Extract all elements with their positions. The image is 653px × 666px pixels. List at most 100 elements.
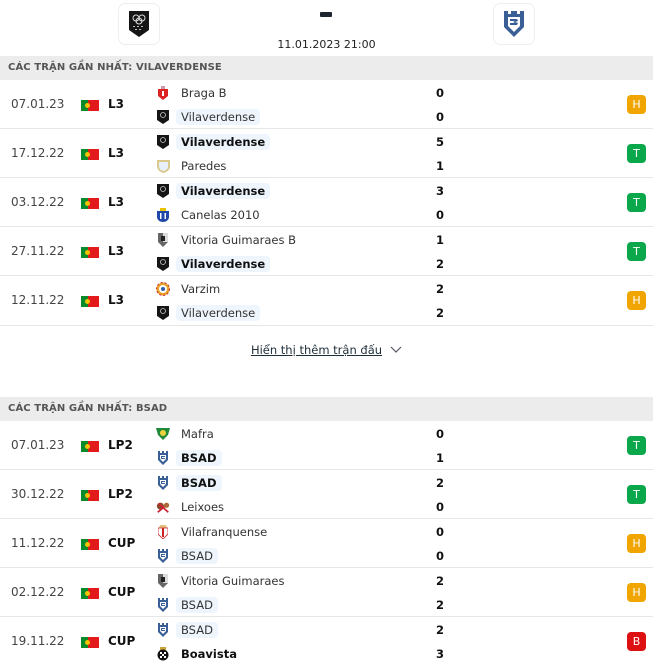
match-date: 30.12.22 — [11, 487, 65, 501]
home-team[interactable]: BSAD — [156, 474, 222, 492]
home-team[interactable]: Vilaverdense — [156, 133, 271, 151]
away-team[interactable]: Boavista — [156, 645, 242, 663]
leixoes-crest-icon — [156, 500, 170, 514]
canelas-crest-icon — [156, 208, 170, 222]
league-code: L3 — [108, 195, 124, 209]
score-separator — [320, 12, 332, 17]
portugal-flag-icon — [81, 441, 99, 452]
away-score: 1 — [436, 451, 445, 465]
match-row[interactable]: 27.11.22 L3 Vitoria Guimaraes B Vilaverd… — [0, 227, 653, 276]
home-team-name: Mafra — [181, 427, 214, 441]
vitoria-crest-icon — [156, 233, 170, 247]
match-date: 11.12.22 — [11, 536, 65, 550]
away-team-name: Vilaverdense — [176, 109, 261, 125]
away-team[interactable]: Vilaverdense — [156, 108, 261, 126]
boavista-crest-icon — [156, 647, 170, 661]
away-team[interactable]: Canelas 2010 — [156, 206, 265, 224]
section-gap — [0, 373, 653, 397]
portugal-flag-icon — [81, 100, 99, 111]
portugal-flag-icon — [81, 490, 99, 501]
result-badge: T — [627, 144, 646, 163]
bsad-crest-icon — [156, 623, 170, 637]
home-team-name: Vitoria Guimaraes — [181, 574, 285, 588]
vilaverdense-crest-icon — [156, 135, 170, 149]
away-team-name: BSAD — [176, 597, 218, 613]
league-code: L3 — [108, 146, 124, 160]
match-row[interactable]: 02.12.22 CUP Vitoria Guimaraes BSAD 2 2 … — [0, 568, 653, 617]
away-team-logo[interactable] — [493, 3, 535, 45]
match-row[interactable]: 03.12.22 L3 Vilaverdense Canelas 2010 3 … — [0, 178, 653, 227]
vilaverdense-crest-icon — [156, 184, 170, 198]
away-score: 0 — [436, 110, 445, 124]
bsad-crest-icon — [156, 549, 170, 563]
away-score: 0 — [436, 500, 445, 514]
show-more-row: Hiển thị thêm trận đấu — [0, 325, 653, 373]
show-more-link[interactable]: Hiển thị thêm trận đấu — [250, 342, 383, 357]
match-row[interactable]: 11.12.22 CUP Vilafranquense BSAD 0 0 H — [0, 519, 653, 568]
away-team[interactable]: Vilaverdense — [156, 255, 271, 273]
home-team[interactable]: BSAD — [156, 621, 218, 639]
league-code: LP2 — [108, 438, 133, 452]
home-team[interactable]: Vitoria Guimaraes — [156, 572, 289, 590]
away-team[interactable]: Vilaverdense — [156, 304, 261, 322]
match-date: 03.12.22 — [11, 195, 65, 209]
match-date: 02.12.22 — [11, 585, 65, 599]
result-badge: T — [627, 436, 646, 455]
match-date: 19.11.22 — [11, 634, 65, 648]
away-team-name: Boavista — [181, 647, 237, 661]
league-code: L3 — [108, 244, 124, 258]
result-badge: H — [627, 583, 646, 602]
result-badge: H — [627, 95, 646, 114]
away-team-name: BSAD — [176, 548, 218, 564]
bsad-crest-icon — [156, 598, 170, 612]
match-time: 11.01.2023 21:00 — [277, 38, 376, 51]
bsad-crest-icon — [156, 451, 170, 465]
vitoria-crest-icon — [156, 574, 170, 588]
match-row[interactable]: 17.12.22 L3 Vilaverdense Paredes 5 1 T — [0, 129, 653, 178]
home-team-name: Vilafranquense — [181, 525, 268, 539]
home-team[interactable]: Vitoria Guimaraes B — [156, 231, 301, 249]
match-header: 11.01.2023 21:00 — [0, 0, 653, 56]
mafra-crest-icon — [156, 427, 170, 441]
away-team[interactable]: Paredes — [156, 157, 231, 175]
away-team[interactable]: Leixoes — [156, 498, 229, 516]
home-team-name: BSAD — [176, 622, 218, 638]
vilaverdense-crest-icon — [156, 306, 170, 320]
match-row[interactable]: 19.11.22 CUP BSAD Boavista 2 3 B — [0, 617, 653, 666]
home-score: 2 — [436, 476, 445, 490]
away-team-name: Canelas 2010 — [181, 208, 260, 222]
vilaverdense-crest-icon — [156, 110, 170, 124]
league-code: CUP — [108, 536, 136, 550]
away-team[interactable]: BSAD — [156, 547, 218, 565]
vilafranquense-crest-icon — [156, 525, 170, 539]
match-row[interactable]: 07.01.23 L3 Braga B Vilaverdense 0 0 H — [0, 80, 653, 129]
home-team-name: Braga B — [181, 86, 227, 100]
home-team[interactable]: Mafra — [156, 425, 219, 443]
match-date: 07.01.23 — [11, 97, 65, 111]
league-code: L3 — [108, 293, 124, 307]
varzim-crest-icon — [156, 282, 170, 296]
result-badge: H — [627, 291, 646, 310]
home-score: 1 — [436, 233, 445, 247]
home-team[interactable]: Braga B — [156, 84, 232, 102]
away-team[interactable]: BSAD — [156, 596, 218, 614]
match-row[interactable]: 30.12.22 LP2 BSAD Leixoes 2 0 T — [0, 470, 653, 519]
portugal-flag-icon — [81, 247, 99, 258]
home-team[interactable]: Varzim — [156, 280, 225, 298]
chevron-down-icon[interactable] — [390, 346, 402, 354]
home-score: 0 — [436, 86, 445, 100]
portugal-flag-icon — [81, 539, 99, 550]
match-row[interactable]: 12.11.22 L3 Varzim Vilaverdense 2 2 H — [0, 276, 653, 325]
match-row[interactable]: 07.01.23 LP2 Mafra BSAD 0 1 T — [0, 421, 653, 470]
home-team-name: Varzim — [181, 282, 221, 296]
result-badge: H — [627, 534, 646, 553]
portugal-flag-icon — [81, 149, 99, 160]
away-team-name: BSAD — [176, 450, 222, 466]
result-badge: B — [627, 632, 646, 651]
portugal-flag-icon — [81, 588, 99, 599]
home-team-logo[interactable] — [118, 3, 160, 45]
home-team[interactable]: Vilaverdense — [156, 182, 271, 200]
home-team[interactable]: Vilafranquense — [156, 523, 272, 541]
away-score: 2 — [436, 598, 445, 612]
away-team[interactable]: BSAD — [156, 449, 222, 467]
